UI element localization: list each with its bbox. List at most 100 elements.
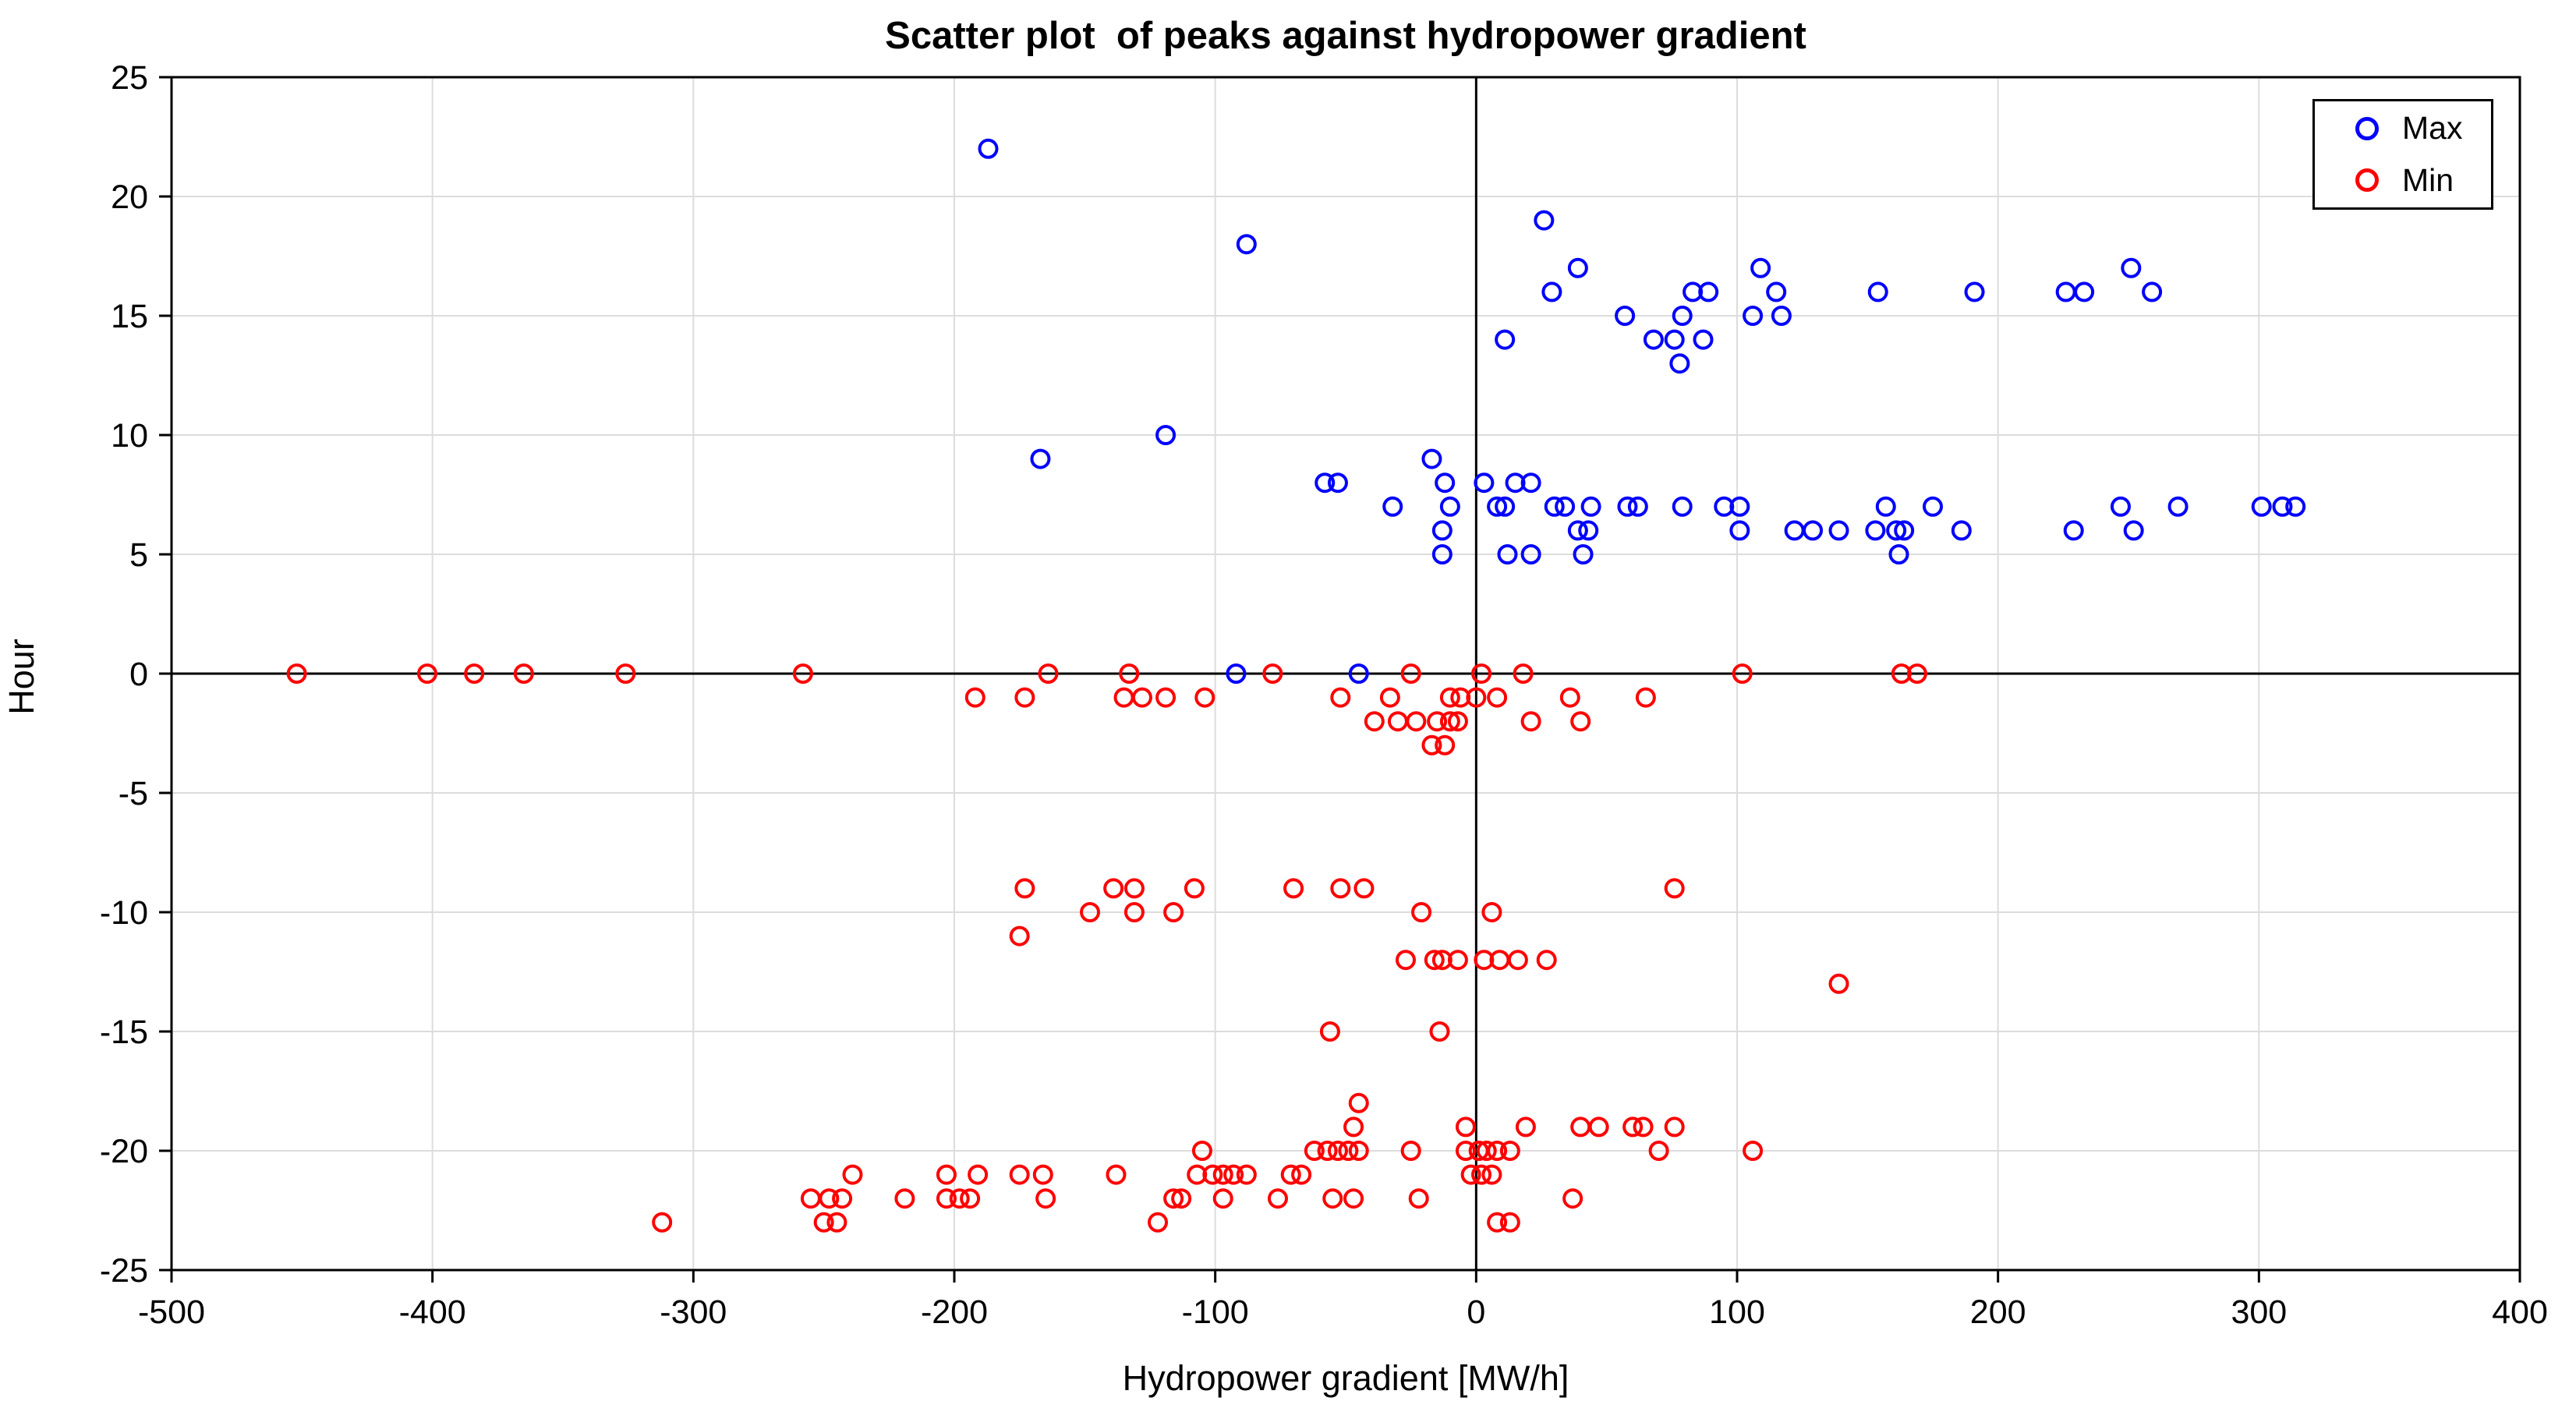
data-point-max <box>1315 472 1336 494</box>
y-tick-label: -20 <box>100 1133 148 1170</box>
data-point-min <box>1155 687 1177 708</box>
data-point-max <box>1664 329 1685 350</box>
data-point-min <box>1080 902 1101 922</box>
data-point-min <box>1487 1141 1508 1161</box>
data-point-max <box>1327 472 1348 494</box>
data-point-min <box>1191 1141 1212 1161</box>
data-point-min <box>819 1188 840 1209</box>
y-tick-label: 20 <box>111 179 148 216</box>
y-axis-label: Hour <box>2 639 41 715</box>
y-tick-label: 25 <box>111 59 148 97</box>
data-point-min <box>1131 687 1152 708</box>
x-tick-label: -100 <box>1182 1293 1249 1331</box>
data-point-min <box>1330 687 1351 708</box>
data-point-min <box>1353 878 1375 899</box>
data-point-min <box>1429 1021 1450 1042</box>
data-point-min <box>1828 973 1849 994</box>
data-point-min <box>832 1188 853 1209</box>
data-point-max <box>2123 520 2144 541</box>
data-point-max <box>1435 472 1456 494</box>
data-point-max <box>2063 520 2084 541</box>
data-point-min <box>1280 1164 1301 1185</box>
y-tick-label: 15 <box>111 298 148 335</box>
data-point-min <box>1348 1092 1369 1113</box>
data-point-max <box>978 138 999 159</box>
data-point-min <box>1223 1164 1244 1185</box>
data-point-min <box>1411 902 1432 922</box>
x-tick-label: 400 <box>2492 1293 2548 1331</box>
data-point-max <box>1750 257 1771 278</box>
data-point-min <box>936 1164 957 1185</box>
data-point-max <box>1439 496 1460 517</box>
data-point-min <box>1513 663 1534 684</box>
data-point-max <box>1474 472 1495 494</box>
data-point-min <box>1113 687 1134 708</box>
data-point-min <box>1123 878 1145 899</box>
legend-box: Max Min <box>2312 99 2493 210</box>
data-point-max <box>1421 448 1442 469</box>
data-point-max <box>2272 496 2293 517</box>
data-point-min <box>1570 1116 1591 1138</box>
data-point-min <box>1455 1141 1476 1161</box>
data-point-min <box>1507 950 1528 971</box>
data-point-min <box>792 663 813 684</box>
data-point-min <box>1743 1141 1764 1161</box>
data-point-min <box>1014 687 1035 708</box>
data-point-min <box>1421 734 1442 755</box>
data-point-max <box>1828 520 1849 541</box>
y-tick-label: -25 <box>100 1252 148 1290</box>
data-point-min <box>1447 711 1468 732</box>
data-point-min <box>1148 1212 1169 1233</box>
data-point-min <box>1648 1141 1669 1161</box>
data-point-min <box>1471 1164 1492 1185</box>
data-point-min <box>416 663 437 684</box>
data-point-min <box>1379 687 1400 708</box>
data-point-min <box>1424 950 1445 971</box>
data-point-min <box>1460 1164 1481 1185</box>
legend-label-min: Min <box>2402 161 2454 198</box>
data-point-max <box>1544 496 1565 517</box>
data-point-min <box>1262 663 1283 684</box>
data-point-min <box>1202 1164 1223 1185</box>
y-tick-label: -15 <box>100 1014 148 1051</box>
data-point-min <box>1536 950 1557 971</box>
data-point-max <box>1729 520 1750 541</box>
data-point-min <box>1447 950 1468 971</box>
data-point-min <box>1163 1188 1184 1209</box>
data-point-max <box>2251 496 2272 517</box>
data-point-min <box>936 1188 957 1209</box>
data-point-max <box>1226 663 1247 684</box>
data-point-min <box>1184 878 1205 899</box>
data-point-min <box>286 663 307 684</box>
data-point-min <box>813 1212 834 1233</box>
x-tick-label: -200 <box>921 1293 988 1331</box>
data-point-min <box>1400 1141 1421 1161</box>
data-point-min <box>1194 687 1215 708</box>
data-point-min <box>1732 663 1753 684</box>
data-point-max <box>1382 496 1403 517</box>
data-point-max <box>1487 496 1508 517</box>
data-point-min <box>1035 1188 1056 1209</box>
data-point-min <box>1236 1164 1257 1185</box>
data-point-min <box>842 1164 863 1185</box>
data-point-max <box>1627 496 1648 517</box>
data-point-max <box>1669 353 1690 374</box>
data-point-min <box>1476 1141 1497 1161</box>
data-point-max <box>1520 544 1541 564</box>
data-point-max <box>1886 520 1907 541</box>
data-point-max <box>1520 472 1541 494</box>
data-point-max <box>1743 306 1764 326</box>
data-point-min <box>1387 711 1408 732</box>
data-point-min <box>1106 1164 1127 1185</box>
data-point-min <box>1212 1188 1233 1209</box>
data-point-min <box>960 1188 981 1209</box>
data-point-min <box>1014 878 1035 899</box>
data-point-min <box>968 1164 989 1185</box>
data-point-min <box>1906 663 1927 684</box>
data-point-min <box>1319 1021 1340 1042</box>
data-point-min <box>1481 902 1502 922</box>
data-point-max <box>1580 496 1601 517</box>
data-point-max <box>1555 496 1576 517</box>
data-point-min <box>894 1188 915 1209</box>
